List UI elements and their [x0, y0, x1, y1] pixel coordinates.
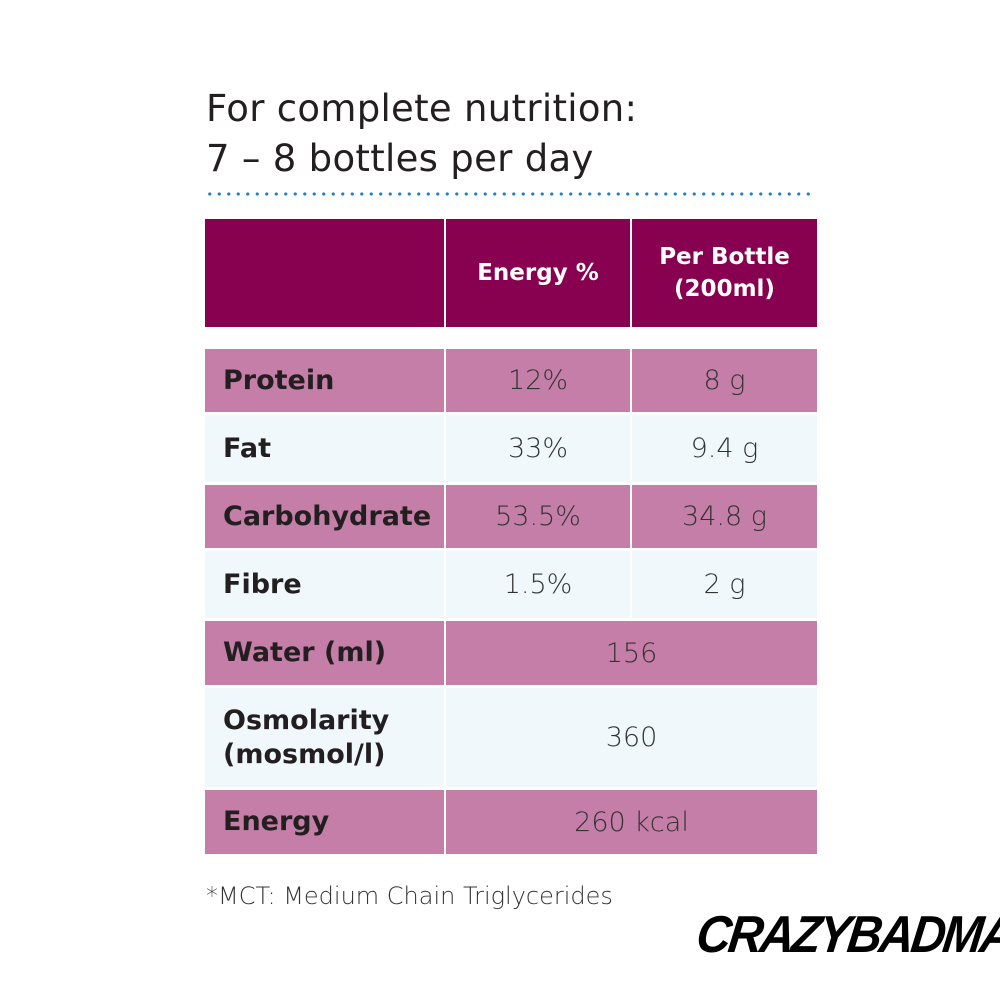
row-per-bottle: 8 g — [632, 349, 817, 412]
row-per-bottle: 9.4 g — [632, 415, 817, 482]
row-per-bottle: 2 g — [632, 551, 817, 618]
row-label: Carbohydrate — [205, 485, 444, 548]
header-empty — [205, 219, 444, 327]
row-label: Fat — [205, 415, 444, 482]
brand-logo: CRAZYBADMAN — [693, 906, 1000, 964]
row-label: Fibre — [205, 551, 444, 618]
dotted-divider — [205, 192, 810, 196]
row-value: 260 kcal — [446, 790, 817, 854]
row-label: Water (ml) — [205, 621, 444, 685]
row-label: Osmolarity (mosmol/l) — [205, 688, 444, 787]
row-value: 360 — [446, 688, 817, 787]
row-label: Protein — [205, 349, 444, 412]
row-energy: 1.5% — [446, 551, 630, 618]
header-energy: Energy % — [446, 219, 630, 327]
title-line-1: For complete nutrition: — [206, 87, 638, 130]
row-per-bottle: 34.8 g — [632, 485, 817, 548]
footnote: *MCT: Medium Chain Triglycerides — [206, 882, 613, 910]
row-label: Energy — [205, 790, 444, 854]
title-line-2: 7 – 8 bottles per day — [206, 137, 594, 180]
header-per-bottle: Per Bottle (200ml) — [632, 219, 817, 327]
row-energy: 12% — [446, 349, 630, 412]
page-title: For complete nutrition: 7 – 8 bottles pe… — [206, 84, 637, 184]
row-energy: 53.5% — [446, 485, 630, 548]
row-value: 156 — [446, 621, 817, 685]
row-energy: 33% — [446, 415, 630, 482]
